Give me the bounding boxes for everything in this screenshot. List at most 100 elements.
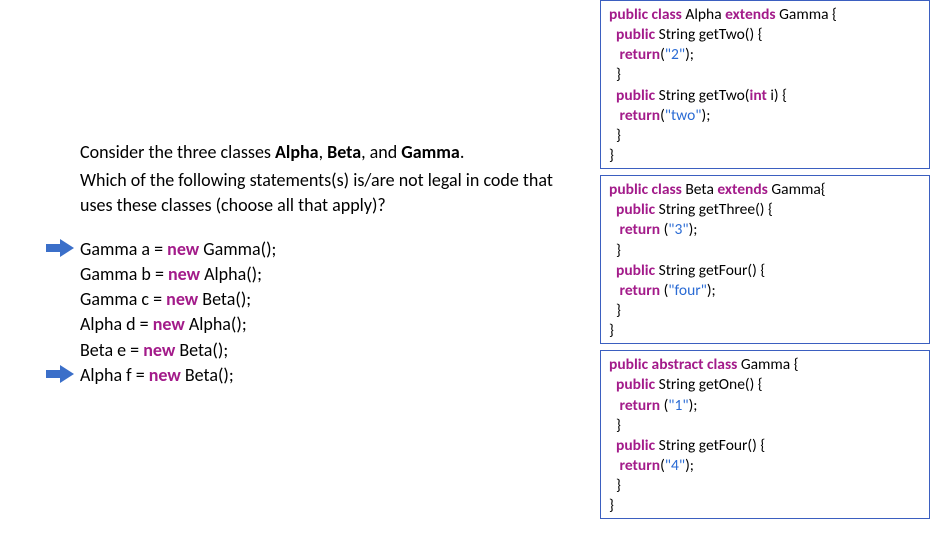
code-token: public — [616, 375, 655, 394]
code-token: } — [609, 126, 621, 145]
code-token: String getThree() { — [655, 200, 773, 219]
code-token — [609, 25, 616, 44]
answer-rhs: Beta(); — [175, 339, 228, 361]
new-keyword: new — [168, 263, 200, 285]
code-token — [609, 281, 620, 300]
arrow-icon — [46, 365, 74, 383]
answer-rhs: Alpha(); — [200, 263, 262, 285]
code-token: } — [609, 496, 614, 515]
code-token: } — [609, 416, 621, 435]
answer-line: Alpha f = new Beta(); — [80, 363, 575, 388]
code-token: String getFour() { — [655, 261, 765, 280]
code-token: "four" — [668, 281, 707, 300]
code-token: String getFour() { — [655, 436, 765, 455]
new-keyword: new — [153, 313, 185, 335]
code-token: public class — [609, 5, 682, 24]
code-token: "2" — [665, 45, 685, 64]
code-token: ); — [702, 106, 711, 125]
answer-rhs: Beta(); — [181, 364, 234, 386]
code-token: } — [609, 241, 621, 260]
code-token: public — [616, 25, 655, 44]
code-token: return — [620, 220, 661, 239]
question-column: Consider the three classes Alpha, Beta, … — [0, 0, 595, 537]
answer-lhs: Gamma b = — [80, 263, 168, 285]
answer-line: Beta e = new Beta(); — [80, 338, 575, 363]
code-box-alpha: public class Alpha extends Gamma { publi… — [600, 0, 930, 169]
answer-lhs: Gamma c = — [80, 288, 166, 310]
code-token: return — [620, 281, 661, 300]
code-token: return — [620, 106, 661, 125]
answer-line: Gamma b = new Alpha(); — [80, 262, 575, 287]
code-box-gamma: public abstract class Gamma { public Str… — [600, 350, 930, 519]
code-token: Alpha — [682, 5, 725, 24]
code-token: Gamma { — [741, 355, 799, 374]
code-token — [609, 396, 620, 415]
code-token: String getTwo( — [655, 86, 749, 105]
question-text: Consider the three classes Alpha, Beta, … — [80, 140, 575, 217]
new-keyword: new — [167, 238, 199, 260]
code-token — [609, 375, 616, 394]
code-token: public — [616, 200, 655, 219]
answer-rhs: Alpha(); — [185, 313, 247, 335]
code-token: } — [609, 146, 614, 165]
code-token: } — [609, 321, 614, 340]
code-token: "1" — [668, 396, 688, 415]
arrow-icon — [46, 239, 74, 257]
code-token: ); — [685, 456, 694, 475]
code-token: public abstract class — [609, 355, 741, 374]
new-keyword: new — [149, 364, 181, 386]
code-token — [609, 45, 620, 64]
code-token: "3" — [668, 220, 688, 239]
code-token — [609, 456, 620, 475]
code-token: ); — [685, 45, 694, 64]
q-class-gamma: Gamma — [401, 141, 460, 163]
code-token: return — [620, 396, 661, 415]
q-class-beta: Beta — [327, 141, 361, 163]
code-token — [609, 220, 620, 239]
code-token: ); — [707, 281, 716, 300]
code-token: public — [616, 86, 655, 105]
question-line2: Which of the following statements(s) is/… — [80, 168, 575, 217]
code-token: public — [616, 436, 655, 455]
answer-line: Gamma a = new Gamma(); — [80, 237, 575, 262]
code-token: ); — [689, 220, 698, 239]
new-keyword: new — [166, 288, 198, 310]
code-token: return — [620, 45, 661, 64]
answer-rhs: Beta(); — [198, 288, 251, 310]
code-token — [609, 436, 616, 455]
code-token: } — [609, 65, 621, 84]
answer-lhs: Alpha d = — [80, 313, 153, 335]
code-token: Gamma{ — [768, 180, 826, 199]
answer-line: Gamma c = new Beta(); — [80, 287, 575, 312]
code-token: i) { — [767, 86, 787, 105]
answer-lhs: Beta e = — [80, 339, 143, 361]
code-token — [609, 86, 616, 105]
code-token: Beta — [685, 180, 717, 199]
code-token: "4" — [665, 456, 685, 475]
code-box-beta: public class Beta extends Gamma{ public … — [600, 175, 930, 344]
code-token: int — [750, 86, 767, 105]
answer-rhs: Gamma(); — [199, 238, 276, 260]
code-token: extends — [725, 5, 776, 24]
answer-lhs: Alpha f = — [80, 364, 149, 386]
answers-block: Gamma a = new Gamma();Gamma b = new Alph… — [80, 237, 575, 388]
code-token — [609, 106, 620, 125]
q-class-alpha: Alpha — [275, 141, 319, 163]
code-token: } — [609, 301, 621, 320]
code-column: public class Alpha extends Gamma { publi… — [595, 0, 935, 537]
code-token: String getOne() { — [655, 375, 763, 394]
slide-container: Consider the three classes Alpha, Beta, … — [0, 0, 941, 537]
code-token: } — [609, 476, 621, 495]
code-token: "two" — [665, 106, 702, 125]
code-token: String getTwo() { — [655, 25, 763, 44]
code-token: ); — [689, 396, 698, 415]
q-prefix: Consider the three classes — [80, 141, 275, 163]
q-sep1: , — [319, 141, 328, 163]
code-token: extends — [717, 180, 768, 199]
code-token: return — [620, 456, 661, 475]
answer-line: Alpha d = new Alpha(); — [80, 312, 575, 337]
code-token: Gamma { — [776, 5, 837, 24]
code-token: public — [616, 261, 655, 280]
answer-lhs: Gamma a = — [80, 238, 167, 260]
new-keyword: new — [143, 339, 175, 361]
